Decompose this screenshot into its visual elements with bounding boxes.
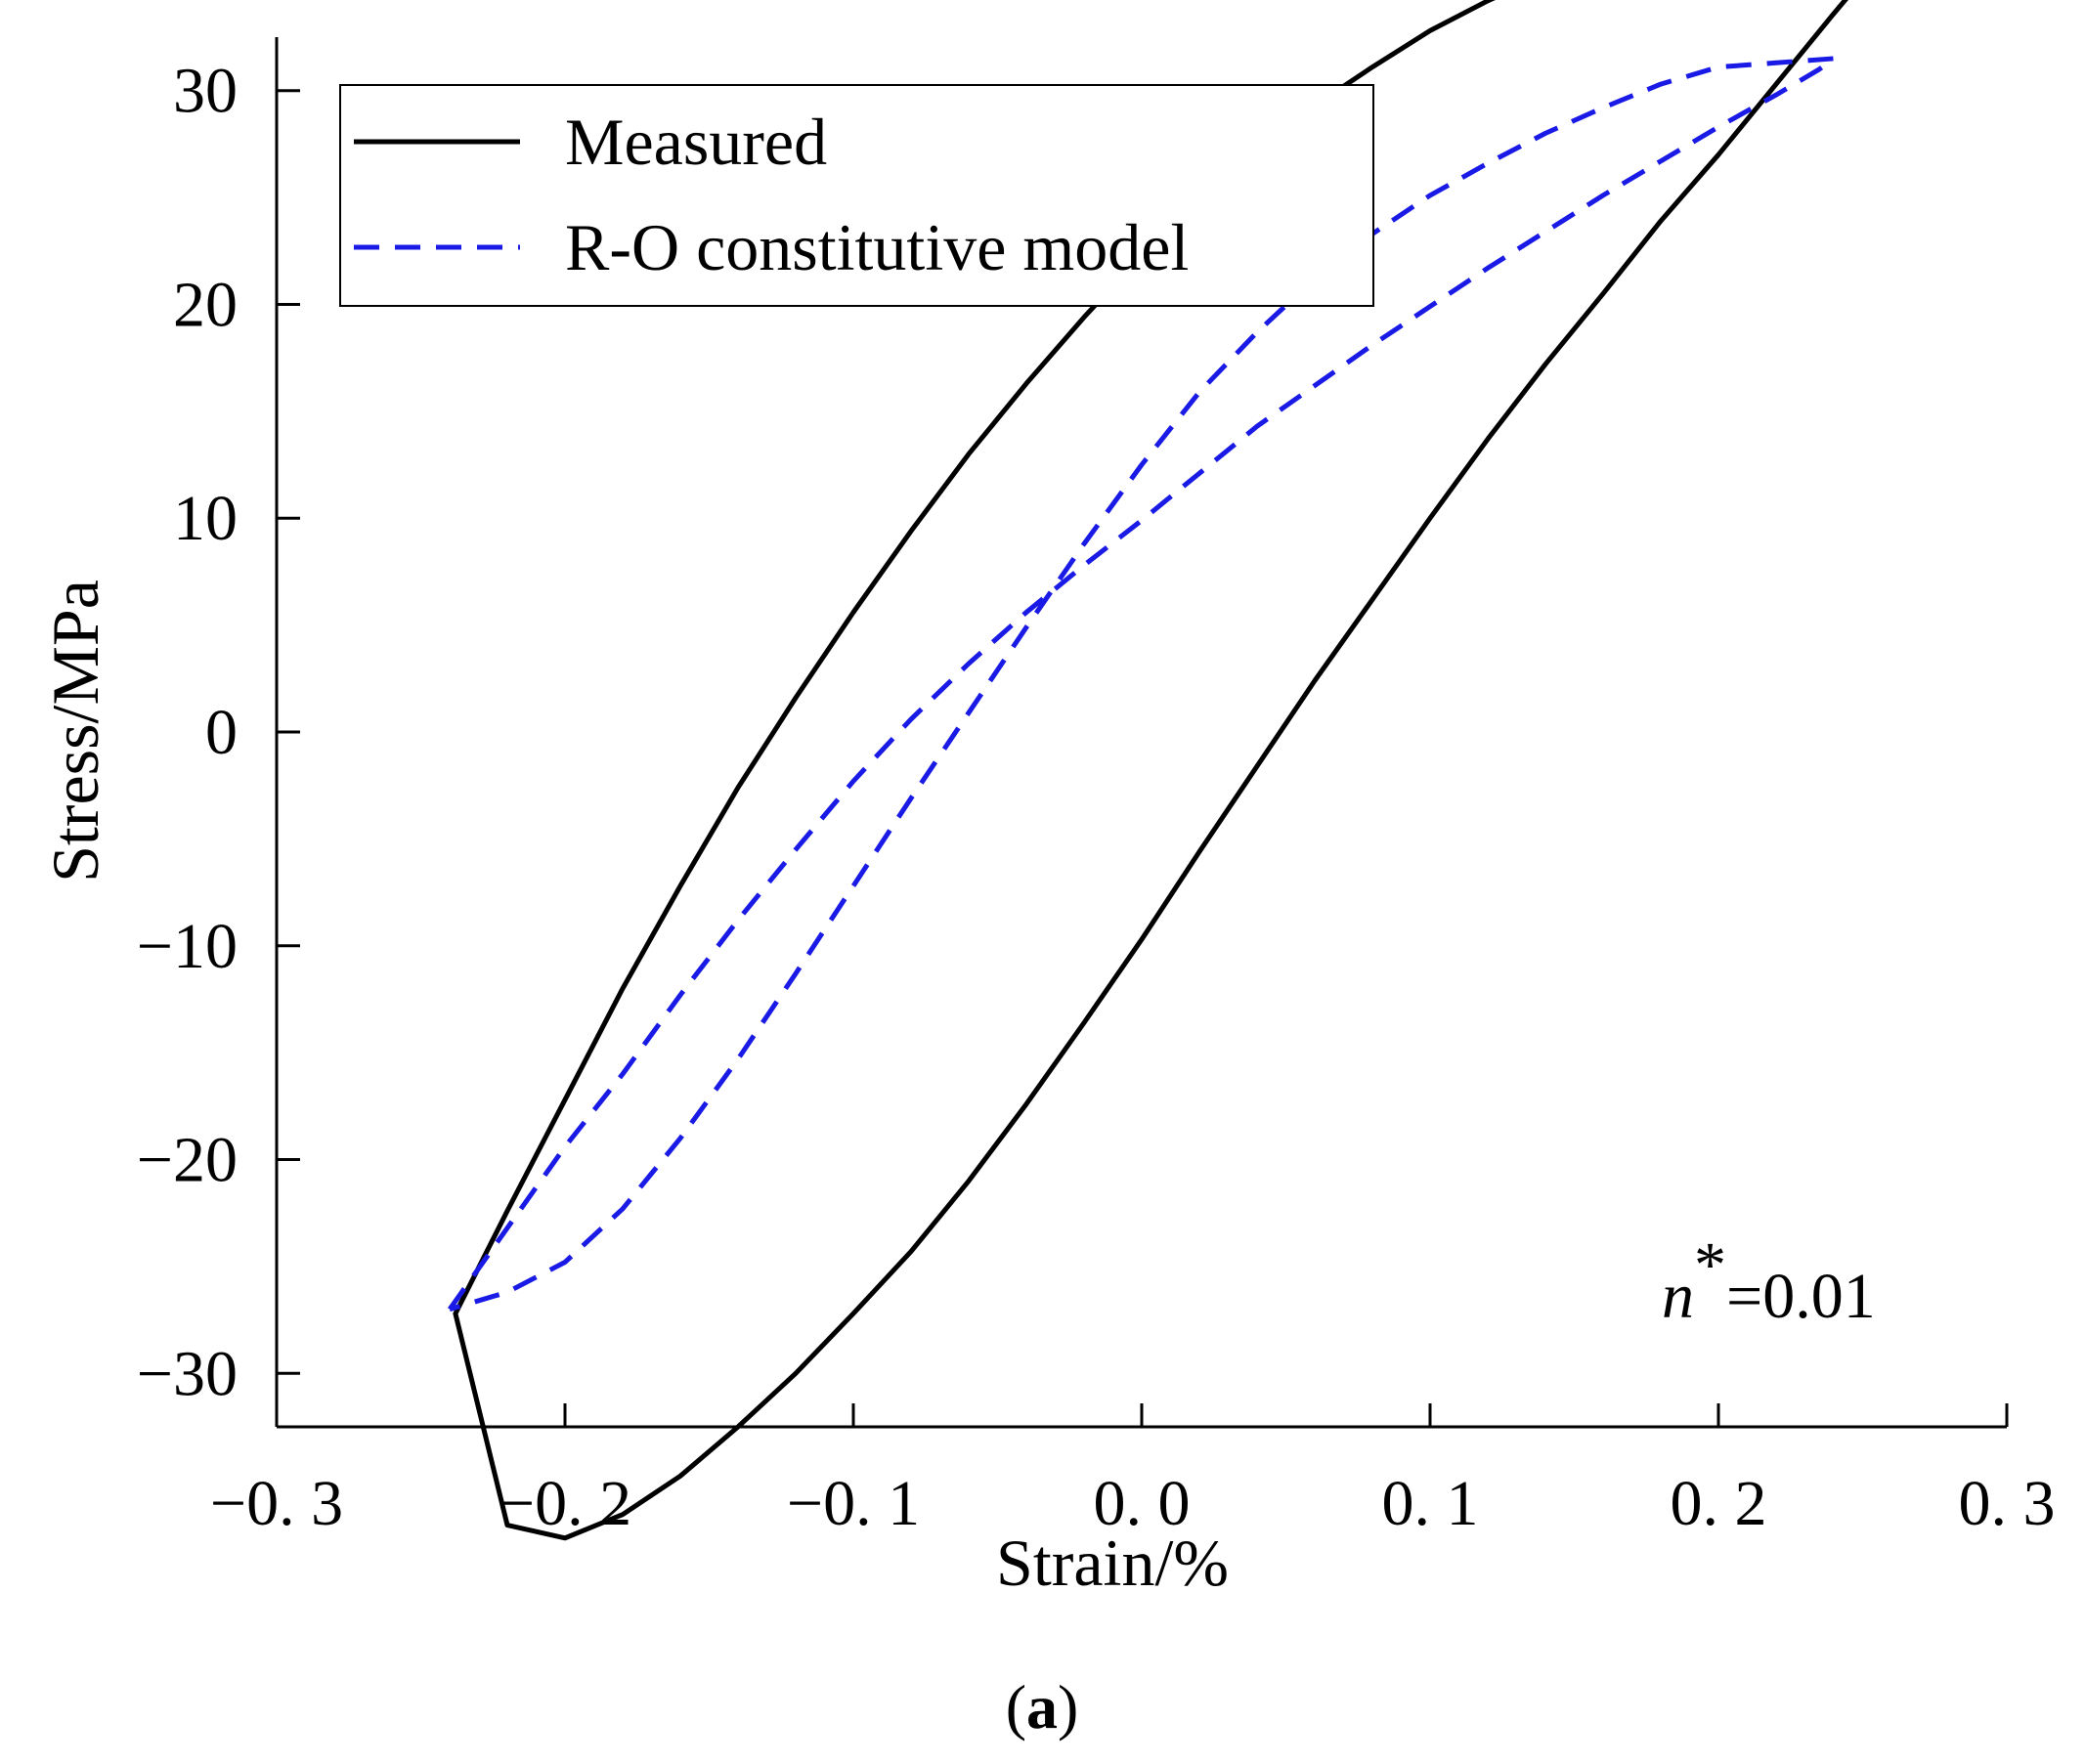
x-axis-title: Strain/% (996, 1526, 1229, 1600)
x-tick-label: 0. 1 (1382, 1468, 1479, 1539)
y-tick-label: −30 (137, 1338, 238, 1409)
n-star-annotation: n*=0.01 (1662, 1229, 1876, 1332)
x-tick-label: 0. 0 (1094, 1468, 1191, 1539)
y-tick-label: −20 (137, 1125, 238, 1196)
legend: Measured R-O constitutive model (339, 84, 1374, 307)
y-tick-label: 10 (173, 483, 238, 554)
x-tick-label: −0. 2 (499, 1468, 631, 1539)
n-value: =0.01 (1726, 1261, 1876, 1332)
caption-close: ) (1058, 1672, 1078, 1742)
x-tick-label: −0. 1 (787, 1468, 920, 1539)
n-symbol: n (1662, 1261, 1694, 1332)
x-axis-ticks: −0. 3 −0. 2 −0. 1 0. 0 0. 1 0. 2 0. 3 (210, 1403, 2056, 1539)
caption-open: ( (1006, 1672, 1026, 1742)
caption-letter: a (1026, 1672, 1058, 1742)
x-tick-label: 0. 3 (1959, 1468, 2056, 1539)
legend-label-ro-model: R-O constitutive model (565, 210, 1189, 284)
y-tick-label: 30 (173, 56, 238, 127)
x-tick-label: 0. 2 (1671, 1468, 1767, 1539)
ro-model-curve (447, 56, 1837, 1312)
legend-label-measured: Measured (565, 105, 827, 179)
n-superscript: * (1694, 1229, 1726, 1301)
y-axis-ticks: 30 20 10 0 −10 −20 −30 (137, 56, 300, 1409)
y-axis-title: Stress/MPa (38, 580, 112, 882)
figure-caption: (a) (1006, 1672, 1079, 1742)
y-tick-label: 20 (173, 269, 238, 340)
plot-area (447, 0, 1848, 1541)
legend-box (339, 84, 1374, 307)
x-tick-label: −0. 3 (210, 1468, 343, 1539)
y-tick-label: −10 (137, 911, 238, 982)
measured-curve (453, 0, 1848, 1541)
y-tick-label: 0 (205, 697, 238, 768)
